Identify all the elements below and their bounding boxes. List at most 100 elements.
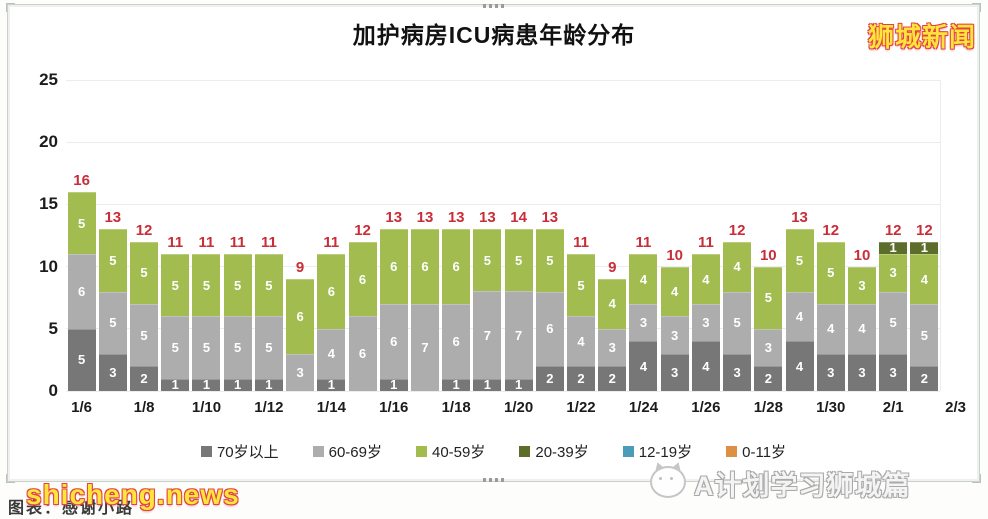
bar-segment-60-69岁: 5 bbox=[130, 303, 159, 367]
bar-segment-40-59岁: 4 bbox=[629, 254, 658, 304]
y-tick-label-10: 10 bbox=[39, 256, 58, 276]
x-tick-label-2/3: 2/3 bbox=[945, 399, 967, 416]
frame-corner-icon bbox=[6, 474, 15, 483]
bar-total-label: 10 bbox=[666, 246, 684, 264]
bar-segment-70岁以上: 1 bbox=[192, 378, 221, 391]
legend-item-0-11岁: 0-11岁 bbox=[726, 441, 786, 462]
bar-total-label: 13 bbox=[416, 209, 434, 227]
bar-segment-70岁以上: 1 bbox=[161, 378, 190, 391]
bar-segment-20-39岁: 1 bbox=[910, 241, 939, 255]
bar-total-label: 9 bbox=[295, 259, 305, 277]
bar-segment-70岁以上: 1 bbox=[442, 378, 471, 391]
bar-segment-60-69岁: 7 bbox=[410, 303, 439, 391]
gridline-20 bbox=[66, 141, 940, 143]
bar-total-label: 11 bbox=[260, 234, 277, 252]
bar-segment-60-69岁: 6 bbox=[442, 303, 471, 379]
bar-segment-60-69岁: 4 bbox=[317, 328, 346, 379]
legend-label: 12-19岁 bbox=[638, 444, 693, 461]
bar-total-label: 12 bbox=[135, 221, 153, 239]
legend-item-20-39岁: 20-39岁 bbox=[519, 441, 589, 462]
plot-area: 5 6 5 16 3 5 5 13 2 5 5 12 1 5 5 11 1 5 5 11 1 5 5 11 1 5 5 11 3 6 9 1 4… bbox=[66, 79, 941, 392]
x-tick-label-1/14: 1/14 bbox=[316, 399, 346, 416]
bar-segment-60-69岁: 4 bbox=[567, 316, 596, 367]
bar-segment-40-59岁: 3 bbox=[879, 254, 908, 292]
bar-segment-60-69岁: 5 bbox=[910, 303, 939, 367]
bar-segment-60-69岁: 7 bbox=[504, 291, 533, 379]
legend-label: 20-39岁 bbox=[535, 444, 589, 461]
legend-swatch-icon bbox=[622, 446, 634, 457]
legend-item-60-69岁: 60-69岁 bbox=[312, 441, 382, 462]
bar-total-label: 10 bbox=[853, 246, 871, 264]
legend-label: 70岁以上 bbox=[216, 444, 279, 461]
bar-segment-70岁以上: 1 bbox=[254, 378, 283, 391]
bar-segment-60-69岁: 3 bbox=[286, 353, 315, 391]
bar-segment-40-59岁: 6 bbox=[442, 229, 471, 304]
bar-total-label: 13 bbox=[385, 209, 403, 227]
bar-segment-70岁以上: 5 bbox=[67, 328, 96, 391]
bar-segment-60-69岁: 3 bbox=[691, 303, 720, 342]
bar-segment-70岁以上: 2 bbox=[130, 366, 159, 391]
bar-total-label: 12 bbox=[822, 221, 840, 239]
bar-segment-60-69岁: 3 bbox=[660, 316, 689, 354]
bar-segment-60-69岁: 5 bbox=[192, 316, 221, 379]
bar-segment-70岁以上: 1 bbox=[317, 378, 346, 391]
legend-label: 60-69岁 bbox=[328, 444, 382, 461]
bar-segment-40-59岁: 5 bbox=[192, 254, 221, 317]
bar-total-label: 14 bbox=[510, 209, 527, 227]
y-tick-label-15: 15 bbox=[39, 194, 58, 214]
bar-segment-60-69岁: 5 bbox=[223, 316, 252, 379]
bar-segment-60-69岁: 5 bbox=[161, 316, 190, 379]
bar-segment-40-59岁: 5 bbox=[535, 229, 564, 292]
bar-segment-70岁以上: 1 bbox=[504, 378, 533, 391]
bar-total-label: 13 bbox=[104, 209, 122, 227]
bar-segment-60-69岁: 5 bbox=[723, 291, 752, 354]
bar-total-label: 12 bbox=[884, 221, 902, 239]
watermark-bottom-left: shicheng.news bbox=[26, 479, 240, 510]
y-axis: 0 5 10 15 20 25 bbox=[28, 70, 58, 400]
bar-total-label: 11 bbox=[198, 234, 215, 252]
legend-item-40-59岁: 40-59岁 bbox=[416, 441, 485, 462]
bar-total-label: 12 bbox=[916, 221, 933, 239]
gridline-25 bbox=[66, 79, 940, 81]
gridline-0 bbox=[66, 390, 940, 392]
bar-segment-60-69岁: 4 bbox=[785, 291, 814, 342]
bar-segment-40-59岁: 3 bbox=[847, 266, 876, 304]
bar-segment-70岁以上: 4 bbox=[691, 341, 720, 391]
bar-total-label: 10 bbox=[759, 246, 777, 264]
frame-corner-icon bbox=[6, 3, 15, 12]
frame-dots-icon bbox=[482, 478, 505, 482]
bar-total-label: 11 bbox=[229, 234, 246, 252]
legend-item-12-19岁: 12-19岁 bbox=[622, 441, 693, 462]
bar-segment-40-59岁: 5 bbox=[473, 229, 502, 292]
bar-segment-70岁以上: 2 bbox=[535, 366, 564, 391]
bar-total-label: 11 bbox=[635, 234, 652, 252]
x-tick-label-1/20: 1/20 bbox=[503, 399, 534, 416]
bar-segment-60-69岁: 4 bbox=[847, 303, 876, 354]
x-tick-label-1/26: 1/26 bbox=[691, 399, 721, 416]
y-tick-label-0: 0 bbox=[48, 381, 58, 400]
bar-segment-70岁以上: 3 bbox=[660, 353, 689, 391]
x-tick-label-1/18: 1/18 bbox=[441, 399, 471, 416]
frame-dots-icon bbox=[482, 4, 505, 8]
x-tick-label-1/6: 1/6 bbox=[71, 399, 93, 416]
bar-segment-60-69岁: 5 bbox=[98, 291, 127, 354]
legend-label: 0-11岁 bbox=[742, 444, 787, 461]
bar-total-label: 9 bbox=[608, 259, 617, 277]
bar-segment-70岁以上: 3 bbox=[723, 353, 752, 391]
bar-segment-60-69岁: 6 bbox=[535, 291, 564, 367]
